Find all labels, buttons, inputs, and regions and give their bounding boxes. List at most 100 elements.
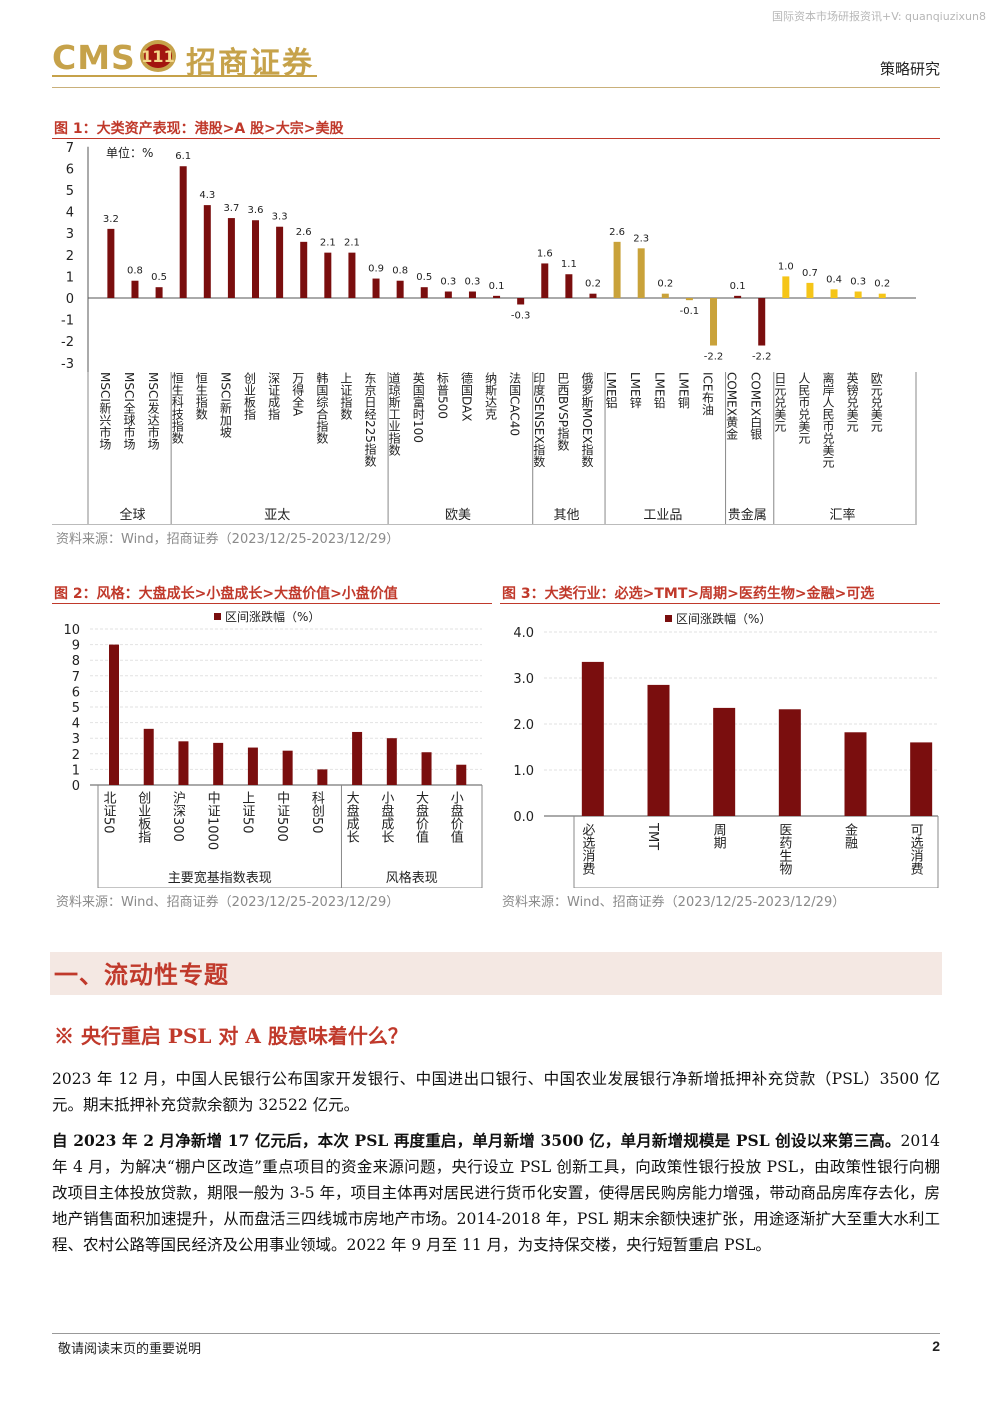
fig2-title: 图 2：风格：大盘成长>小盘成长>大盘价值>小盘价值	[54, 586, 398, 602]
watermark: 国际资本市场研报资讯+V: quanqiuzixun8	[771, 10, 986, 23]
fig1-category-label: 俄罗斯MOEX指数	[580, 372, 594, 469]
paragraph-2-body: 2014 年 4 月，为解决“棚户区改造”重点项目的资金来源问题，央行设立 PS…	[52, 1132, 940, 1254]
fig2-category-label: 沪深300	[170, 790, 186, 841]
fig3-y-tick: 2.0	[513, 718, 534, 733]
fig2-bar	[143, 728, 154, 785]
fig1-category-label: 韩国综合指数	[315, 371, 329, 445]
fig1-data-label: 0.8	[127, 266, 143, 277]
fig1-bar	[107, 228, 115, 298]
fig3-y-tick: 4.0	[513, 626, 534, 641]
fig1-title: 图 1：大类资产表现：港股>A 股>大宗>美股	[54, 121, 344, 137]
fig1-data-label: 4.3	[199, 190, 215, 201]
fig1-bar	[131, 280, 139, 298]
fig1-bar	[613, 241, 621, 298]
fig2-bar	[109, 644, 119, 785]
fig1-category-label: 纳斯达克	[484, 372, 498, 421]
fig1-data-label: 6.1	[175, 151, 191, 162]
fig1-data-label: 3.7	[223, 203, 239, 214]
fig1-bar	[517, 298, 525, 305]
fig2-bar	[317, 769, 328, 785]
fig1-bar	[300, 241, 308, 298]
fig1-data-label: 3.3	[272, 212, 288, 223]
fig2-legend-label: 区间涨跌幅（%）	[225, 609, 320, 624]
fig1-category-label: 德国DAX	[459, 371, 473, 422]
fig2-category-label: 大盘价值	[413, 791, 429, 844]
fig1-title-rule	[52, 138, 940, 139]
fig1-category-label: 离岸人民币兑美元	[821, 371, 835, 469]
fig3-title-rule	[500, 603, 940, 604]
fig3-source: 资料来源：Wind、招商证券（2023/12/25-2023/12/29）	[502, 895, 846, 910]
fig1-data-label: -0.1	[680, 306, 700, 317]
fig1-category-label: COMEX黄金	[725, 372, 739, 440]
fig1-group-label: 工业品	[643, 508, 682, 523]
fig2-category-label: 小盘成长	[378, 791, 394, 843]
fig1-group-label: 其他	[553, 508, 579, 523]
fig2-y-tick: 1	[72, 763, 80, 778]
fig1-y-tick: -2	[61, 335, 74, 350]
fig1-category-label: MSCI全球市场	[122, 372, 136, 450]
fig2-y-tick: 8	[72, 654, 80, 669]
fig1-category-label: MSCI新兴市场	[98, 372, 112, 450]
paragraph-1: 2023 年 12 月，中国人民银行公布国家开发银行、中国进出口银行、中国农业发…	[52, 1070, 940, 1114]
logo-badge-icon: 111	[140, 40, 176, 72]
fig1-category-label: 法国CAC40	[508, 372, 522, 436]
fig1-data-label: 0.3	[440, 277, 456, 288]
fig1-category-label: MSCI新加坡	[218, 372, 232, 438]
fig1-bar	[252, 220, 260, 298]
fig2-group-label: 风格表现	[386, 870, 438, 886]
fig1-category-label: 日元兑美元	[773, 372, 787, 433]
fig3-bar	[844, 732, 867, 816]
fig1-data-label: 0.4	[826, 274, 842, 285]
fig1-data-label: 1.1	[561, 259, 577, 270]
fig2-y-tick: 5	[72, 701, 80, 716]
doc-type: 策略研究	[879, 60, 940, 78]
fig1-bar	[541, 263, 549, 298]
fig2-y-tick: 10	[63, 623, 80, 638]
fig2-y-tick: 9	[72, 639, 80, 654]
logo-badge-text: 111	[141, 47, 174, 66]
fig2-y-tick: 0	[72, 779, 80, 794]
fig1-bar	[493, 295, 501, 298]
fig3-category-label: 必选消费	[579, 823, 595, 875]
fig1-group-label: 汇率	[829, 507, 855, 523]
fig2-bar	[421, 752, 432, 785]
fig1-category-label: 英镑兑美元	[845, 372, 859, 433]
fig3-category-label: 周期	[711, 823, 727, 850]
fig1-data-label: 0.5	[151, 272, 167, 283]
fig1-y-tick: 7	[66, 141, 74, 156]
fig1-category-label: COMEX白银	[749, 372, 763, 440]
fig1-category-label: LME锌	[628, 372, 642, 409]
fig1-bar	[734, 295, 742, 298]
fig1-source: 资料来源：Wind，招商证券（2023/12/25-2023/12/29）	[56, 532, 400, 547]
fig1-bar	[276, 226, 284, 298]
fig2-bar	[247, 747, 258, 785]
fig1-y-tick: 2	[66, 249, 74, 264]
fig1-bar	[710, 298, 718, 346]
paragraph-2: 自 2023 年 2 月净新增 17 亿元后，本次 PSL 再度重启，单月新增 …	[52, 1128, 940, 1258]
fig2-bar	[352, 731, 363, 785]
fig3-bar	[647, 684, 670, 816]
fig1-data-label: 0.2	[657, 279, 673, 290]
fig1-data-label: -2.2	[704, 352, 724, 363]
fig1-data-label: -0.3	[511, 310, 531, 321]
fig2-y-tick: 7	[72, 670, 80, 685]
fig1-category-label: 创业板指	[243, 372, 257, 421]
section-header-bar	[50, 952, 942, 995]
fig2-source: 资料来源：Wind、招商证券（2023/12/25-2023/12/29）	[56, 895, 400, 910]
fig1-data-label: 0.1	[489, 281, 505, 292]
logo-cms: CMS	[52, 38, 136, 77]
fig1-category-label: 道琼斯工业指数	[387, 372, 401, 457]
fig3-bar	[581, 661, 604, 816]
fig3-legend-label: 区间涨跌幅（%）	[676, 611, 771, 626]
fig1-y-tick: 3	[66, 227, 74, 242]
fig1-data-label: 0.8	[392, 266, 408, 277]
fig1-bar	[685, 298, 693, 301]
fig3-bar	[713, 707, 736, 816]
fig1-y-tick: -3	[61, 357, 74, 372]
fig1-category-label: MSCI发达市场	[146, 372, 160, 450]
fig2-bar	[213, 742, 224, 785]
fig2-y-tick: 6	[72, 685, 80, 700]
fig1-category-label: 英国富时100	[411, 372, 425, 443]
fig1-data-label: 0.9	[368, 264, 384, 275]
